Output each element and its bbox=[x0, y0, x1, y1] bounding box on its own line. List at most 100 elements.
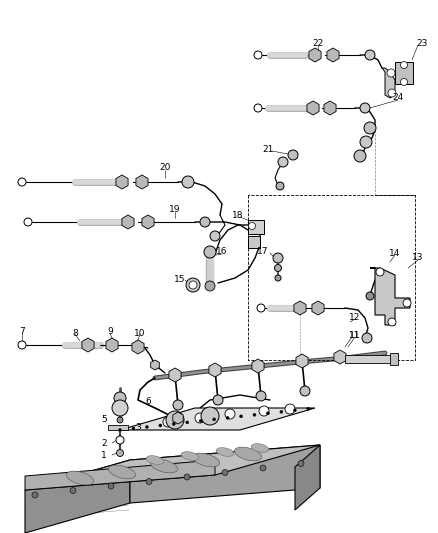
Circle shape bbox=[225, 409, 235, 419]
Circle shape bbox=[117, 417, 123, 423]
Polygon shape bbox=[307, 101, 319, 115]
Circle shape bbox=[275, 264, 282, 271]
Circle shape bbox=[184, 474, 190, 480]
Circle shape bbox=[366, 292, 374, 300]
Polygon shape bbox=[25, 460, 130, 533]
Polygon shape bbox=[169, 368, 181, 382]
Circle shape bbox=[117, 449, 124, 456]
Circle shape bbox=[266, 412, 269, 415]
Circle shape bbox=[172, 423, 175, 425]
Text: 13: 13 bbox=[412, 254, 424, 262]
Polygon shape bbox=[334, 350, 346, 364]
Circle shape bbox=[288, 150, 298, 160]
Circle shape bbox=[256, 391, 266, 401]
Polygon shape bbox=[294, 301, 306, 315]
Circle shape bbox=[186, 421, 189, 424]
Circle shape bbox=[278, 157, 288, 167]
Bar bbox=[248, 236, 260, 248]
Ellipse shape bbox=[192, 453, 219, 467]
Bar bbox=[395, 62, 413, 84]
Circle shape bbox=[403, 299, 411, 307]
Text: 23: 23 bbox=[416, 38, 427, 47]
Circle shape bbox=[248, 222, 255, 230]
Circle shape bbox=[400, 61, 407, 69]
Circle shape bbox=[354, 150, 366, 162]
Circle shape bbox=[259, 406, 269, 416]
Polygon shape bbox=[324, 101, 336, 115]
Polygon shape bbox=[370, 268, 410, 325]
Ellipse shape bbox=[150, 459, 178, 473]
Polygon shape bbox=[25, 460, 215, 490]
Polygon shape bbox=[382, 68, 395, 98]
Circle shape bbox=[400, 78, 407, 85]
Text: 9: 9 bbox=[107, 327, 113, 336]
Polygon shape bbox=[209, 363, 221, 377]
Circle shape bbox=[388, 318, 396, 326]
Circle shape bbox=[275, 275, 281, 281]
Polygon shape bbox=[122, 215, 134, 229]
Circle shape bbox=[360, 136, 372, 148]
Polygon shape bbox=[173, 412, 183, 424]
Text: 5: 5 bbox=[101, 415, 107, 424]
Circle shape bbox=[254, 51, 262, 59]
Ellipse shape bbox=[146, 456, 164, 464]
Bar bbox=[248, 220, 264, 234]
Text: 11: 11 bbox=[349, 330, 361, 340]
Circle shape bbox=[260, 465, 266, 471]
Text: 14: 14 bbox=[389, 248, 401, 257]
Circle shape bbox=[159, 424, 162, 427]
Circle shape bbox=[376, 268, 384, 276]
Text: 16: 16 bbox=[216, 247, 228, 256]
Text: 21: 21 bbox=[262, 146, 274, 155]
Circle shape bbox=[200, 217, 210, 227]
Circle shape bbox=[360, 103, 370, 113]
Circle shape bbox=[257, 304, 265, 312]
Circle shape bbox=[186, 278, 200, 292]
Circle shape bbox=[298, 461, 304, 466]
Circle shape bbox=[364, 122, 376, 134]
Polygon shape bbox=[296, 354, 308, 368]
Text: 22: 22 bbox=[312, 38, 324, 47]
Polygon shape bbox=[136, 175, 148, 189]
Polygon shape bbox=[108, 425, 128, 430]
Circle shape bbox=[273, 253, 283, 263]
Circle shape bbox=[199, 419, 202, 422]
Circle shape bbox=[285, 404, 295, 414]
Circle shape bbox=[18, 341, 26, 349]
Circle shape bbox=[254, 104, 262, 112]
Ellipse shape bbox=[251, 443, 269, 453]
Circle shape bbox=[18, 178, 26, 186]
Ellipse shape bbox=[181, 451, 199, 461]
Circle shape bbox=[280, 410, 283, 413]
Text: 19: 19 bbox=[169, 206, 181, 214]
Circle shape bbox=[205, 281, 215, 291]
Circle shape bbox=[195, 413, 205, 423]
Text: 15: 15 bbox=[174, 276, 186, 285]
Circle shape bbox=[166, 411, 184, 429]
Polygon shape bbox=[309, 48, 321, 62]
Circle shape bbox=[163, 417, 173, 427]
Polygon shape bbox=[142, 215, 154, 229]
Text: 3: 3 bbox=[135, 423, 141, 432]
Circle shape bbox=[362, 333, 372, 343]
Circle shape bbox=[32, 492, 38, 498]
Bar bbox=[345, 355, 395, 363]
Text: 1: 1 bbox=[101, 450, 107, 459]
Ellipse shape bbox=[234, 447, 261, 461]
Polygon shape bbox=[116, 175, 128, 189]
Circle shape bbox=[182, 176, 194, 188]
Text: 12: 12 bbox=[350, 312, 360, 321]
Circle shape bbox=[240, 415, 243, 418]
Circle shape bbox=[213, 395, 223, 405]
Circle shape bbox=[388, 89, 396, 97]
Text: 11: 11 bbox=[349, 330, 361, 340]
Circle shape bbox=[24, 218, 32, 226]
Circle shape bbox=[132, 427, 135, 430]
Polygon shape bbox=[312, 301, 324, 315]
Polygon shape bbox=[82, 338, 94, 352]
Circle shape bbox=[189, 281, 197, 289]
Text: 7: 7 bbox=[19, 327, 25, 336]
Circle shape bbox=[114, 392, 126, 404]
Circle shape bbox=[226, 416, 229, 419]
Circle shape bbox=[210, 231, 220, 241]
